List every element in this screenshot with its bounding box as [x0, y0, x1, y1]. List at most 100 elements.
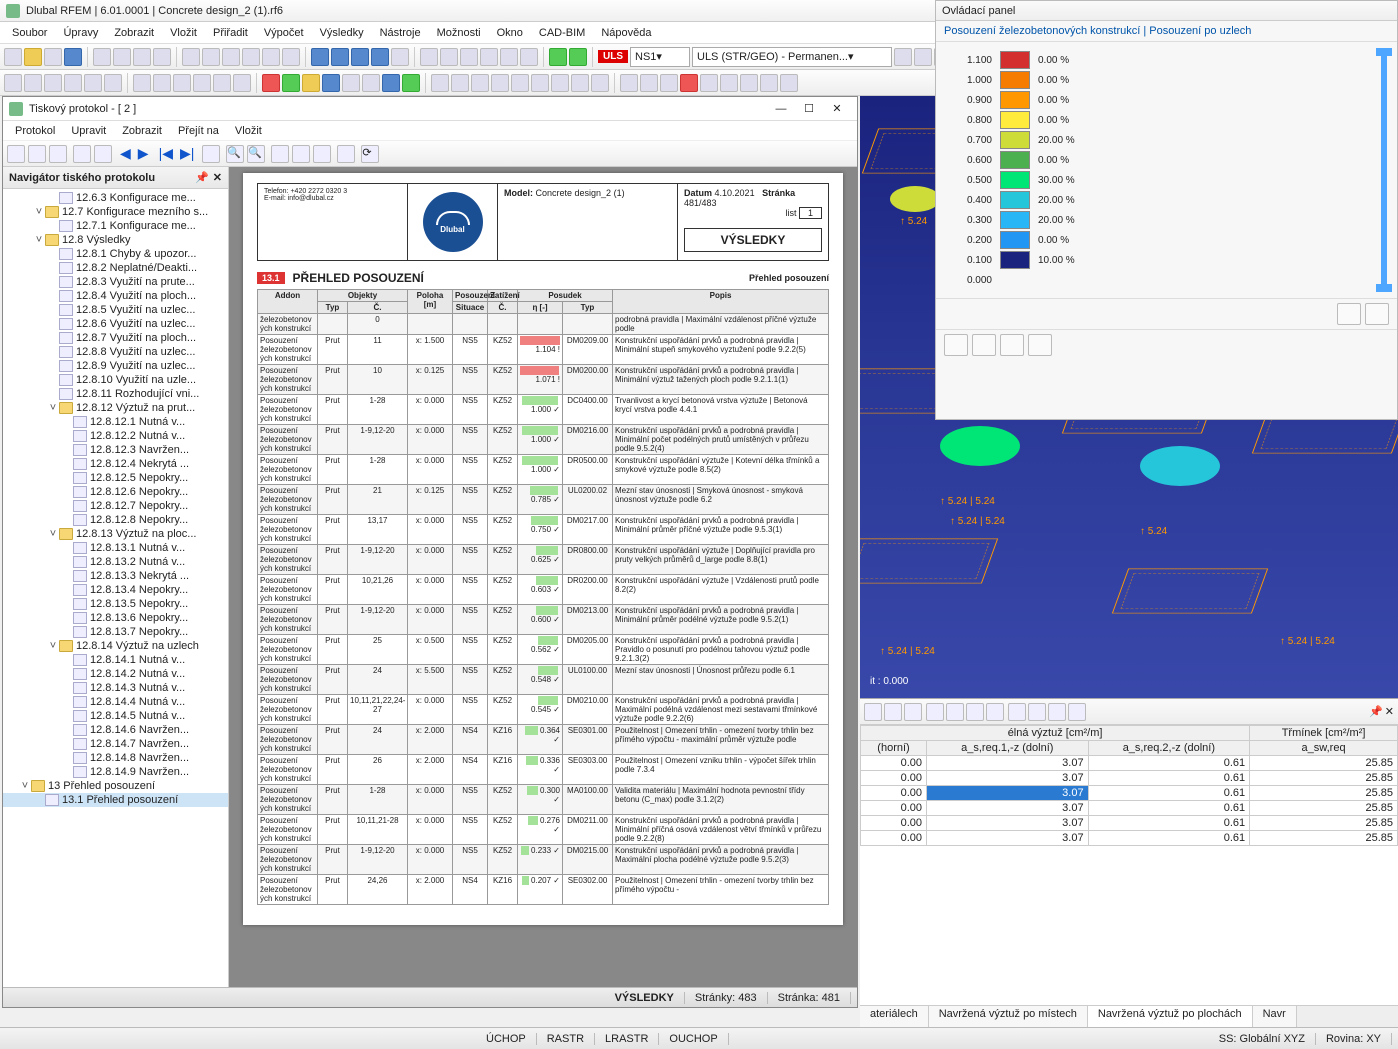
- tree-item[interactable]: 12.6.3 Konfigurace me...: [3, 191, 228, 205]
- ct-icon[interactable]: [271, 145, 289, 163]
- tb-icon[interactable]: [362, 74, 380, 92]
- minimize-button[interactable]: —: [767, 99, 795, 119]
- tb-icon[interactable]: [591, 74, 609, 92]
- tb-icon[interactable]: [700, 74, 718, 92]
- tb-icon[interactable]: [193, 74, 211, 92]
- child-menu-item[interactable]: Vložit: [227, 125, 270, 137]
- ct-icon[interactable]: [49, 145, 67, 163]
- tb-icon[interactable]: [500, 48, 518, 66]
- ct-icon[interactable]: [73, 145, 91, 163]
- tree-item[interactable]: 12.8.12.6 Nepokry...: [3, 485, 228, 499]
- tb-icon[interactable]: [133, 74, 151, 92]
- tb-icon[interactable]: [104, 74, 122, 92]
- tb-icon[interactable]: [549, 48, 567, 66]
- zoom-in-icon[interactable]: 🔍: [226, 145, 244, 163]
- tb-icon[interactable]: [84, 74, 102, 92]
- tb-icon[interactable]: [64, 48, 82, 66]
- tb-icon[interactable]: [44, 48, 62, 66]
- tb-icon[interactable]: [431, 74, 449, 92]
- child-menu-item[interactable]: Upravit: [63, 125, 114, 137]
- tb-icon[interactable]: [322, 74, 340, 92]
- tree-item[interactable]: 12.8.14.3 Nutná v...: [3, 681, 228, 695]
- tb-icon[interactable]: [262, 74, 280, 92]
- tree-item[interactable]: 12.8.10 Využití na uzle...: [3, 373, 228, 387]
- grid-tb-icon[interactable]: [926, 703, 944, 721]
- grid-tb-icon[interactable]: [1048, 703, 1066, 721]
- tree-item[interactable]: 12.8.12.4 Nekrytá ...: [3, 457, 228, 471]
- tb-icon[interactable]: [331, 48, 349, 66]
- tb-icon[interactable]: [153, 48, 171, 66]
- menu-item[interactable]: Nástroje: [372, 27, 429, 39]
- ct-icon[interactable]: [202, 145, 220, 163]
- tb-icon[interactable]: [720, 74, 738, 92]
- tree-item[interactable]: 12.8.7 Využití na ploch...: [3, 331, 228, 345]
- refresh-icon[interactable]: ⟳: [361, 145, 379, 163]
- grid-close-icon[interactable]: ✕: [1385, 705, 1394, 718]
- grid-tb-icon[interactable]: [966, 703, 984, 721]
- ct-icon[interactable]: [313, 145, 331, 163]
- tb-icon[interactable]: [44, 74, 62, 92]
- tb-icon[interactable]: [382, 74, 400, 92]
- tb-icon[interactable]: [520, 48, 538, 66]
- tb-icon[interactable]: [551, 74, 569, 92]
- navigator-tree[interactable]: 12.6.3 Konfigurace me...˅12.7 Konfigurac…: [3, 189, 228, 987]
- grid-tb-icon[interactable]: [1028, 703, 1046, 721]
- tb-icon[interactable]: [531, 74, 549, 92]
- panel-tabs[interactable]: [936, 329, 1397, 360]
- tree-folder[interactable]: ˅12.8 Výsledky: [3, 233, 228, 247]
- nav-last-icon[interactable]: ▶|: [178, 145, 196, 162]
- tree-item[interactable]: 12.8.14.5 Nutná v...: [3, 709, 228, 723]
- tree-item[interactable]: 12.8.13.1 Nutná v...: [3, 541, 228, 555]
- child-menu-item[interactable]: Zobrazit: [114, 125, 170, 137]
- grid-tab[interactable]: ateriálech: [860, 1006, 929, 1027]
- child-toolbar[interactable]: ◀ ▶ |◀ ▶| 🔍🔍 ⟳: [3, 141, 857, 167]
- child-menu-item[interactable]: Přejít na: [170, 125, 227, 137]
- nav-close-icon[interactable]: ✕: [213, 171, 222, 184]
- tree-item[interactable]: 12.8.12.1 Nutná v...: [3, 415, 228, 429]
- tb-icon[interactable]: [511, 74, 529, 92]
- tb-icon[interactable]: [4, 48, 22, 66]
- tb-icon[interactable]: [402, 74, 420, 92]
- ct-icon[interactable]: [337, 145, 355, 163]
- tb-icon[interactable]: [780, 74, 798, 92]
- tree-item[interactable]: 12.8.12.7 Nepokry...: [3, 499, 228, 513]
- tree-item[interactable]: 12.8.13.3 Nekrytá ...: [3, 569, 228, 583]
- tb-icon[interactable]: [153, 74, 171, 92]
- tb-icon[interactable]: [182, 48, 200, 66]
- tb-icon[interactable]: [660, 74, 678, 92]
- tb-icon[interactable]: [282, 74, 300, 92]
- child-menu-item[interactable]: Protokol: [7, 125, 63, 137]
- tree-item[interactable]: 12.8.14.4 Nutná v...: [3, 695, 228, 709]
- tree-folder[interactable]: ˅12.8.14 Výztuž na uzlech: [3, 639, 228, 653]
- nav-next-icon[interactable]: ▶: [136, 145, 151, 162]
- tree-item[interactable]: 12.8.13.5 Nepokry...: [3, 597, 228, 611]
- menu-item[interactable]: Okno: [489, 27, 531, 39]
- tree-item[interactable]: 12.8.9 Využití na uzlec...: [3, 359, 228, 373]
- tb-icon[interactable]: [24, 74, 42, 92]
- tb-icon[interactable]: [894, 48, 912, 66]
- tree-folder[interactable]: ˅13 Přehled posouzení: [3, 779, 228, 793]
- tb-icon[interactable]: [173, 74, 191, 92]
- tb-icon[interactable]: [480, 48, 498, 66]
- tree-item[interactable]: 12.8.1 Chyby & upozor...: [3, 247, 228, 261]
- tb-icon[interactable]: [311, 48, 329, 66]
- menu-item[interactable]: Nápověda: [593, 27, 659, 39]
- grid-tb-icon[interactable]: [1068, 703, 1086, 721]
- tb-icon[interactable]: [4, 74, 22, 92]
- grid-tab[interactable]: Navržená výztuž po plochách: [1088, 1006, 1253, 1027]
- close-button[interactable]: ✕: [823, 99, 851, 119]
- menu-item[interactable]: Přiřadit: [205, 27, 256, 39]
- child-menubar[interactable]: ProtokolUpravitZobrazitPřejít naVložit: [3, 121, 857, 141]
- tree-item[interactable]: 12.8.12.8 Nepokry...: [3, 513, 228, 527]
- grid-toolbar[interactable]: 📌✕: [860, 699, 1398, 725]
- tb-icon[interactable]: [451, 74, 469, 92]
- tree-item[interactable]: 12.8.14.6 Navržen...: [3, 723, 228, 737]
- tb-icon[interactable]: [24, 48, 42, 66]
- panel-tab-icon[interactable]: [972, 334, 996, 356]
- panel-tab-icon[interactable]: [944, 334, 968, 356]
- tree-item[interactable]: 12.8.11 Rozhodující vni...: [3, 387, 228, 401]
- tb-icon[interactable]: [640, 74, 658, 92]
- tb-icon[interactable]: [914, 48, 932, 66]
- tree-item[interactable]: 12.8.14.8 Navržen...: [3, 751, 228, 765]
- tree-item[interactable]: 13.1 Přehled posouzení: [3, 793, 228, 807]
